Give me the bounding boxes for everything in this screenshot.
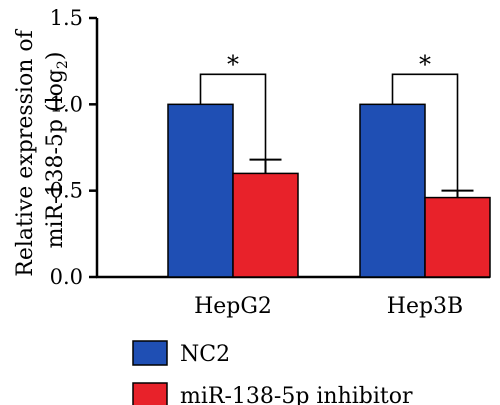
y-tick-label: 1.5: [50, 6, 83, 30]
y-axis-title-close: ): [43, 52, 68, 61]
legend: NC2 miR-138-5p inhibitor: [132, 340, 413, 405]
significance-star: *: [227, 50, 239, 78]
legend-label: NC2: [180, 342, 230, 367]
significance-star: *: [419, 50, 431, 78]
y-tick-label: 0.5: [50, 179, 83, 203]
y-axis-title: Relative expression of miR-138-5p (log2): [13, 23, 71, 277]
plot-area: 0.0 0.5 1.0 1.5 * HepG2 * Hep3B: [50, 6, 491, 319]
y-tick-label: 0.0: [50, 265, 83, 289]
legend-swatch: [132, 340, 168, 366]
bar: [424, 196, 491, 278]
y-axis-title-line1: Relative expression of: [13, 28, 38, 276]
y-axis-title-line2: miR-138-5p (log: [43, 69, 68, 248]
x-tick-label: HepG2: [194, 294, 272, 319]
significance-bracket: [199, 73, 267, 160]
legend-label: miR-138-5p inhibitor: [180, 384, 413, 405]
bar: [167, 103, 234, 278]
y-axis-title-subscript: 2: [55, 60, 71, 69]
x-tick-label: Hep3B: [387, 294, 463, 319]
bar: [359, 103, 426, 278]
legend-swatch: [132, 382, 168, 405]
y-tick-label: 1.0: [50, 92, 83, 116]
significance-bracket: [391, 73, 459, 191]
bar: [232, 172, 299, 278]
y-axis-title-line2-wrap: miR-138-5p (log2): [43, 52, 71, 249]
